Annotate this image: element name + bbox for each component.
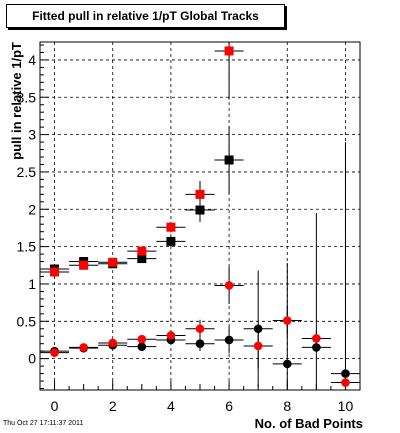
square-point <box>224 46 234 56</box>
data-marks <box>40 42 360 390</box>
x-tick-label: 0 <box>51 398 59 414</box>
circle-point <box>341 378 350 387</box>
y-tick-label: 0 <box>28 351 36 367</box>
y-tick-label: 2.5 <box>17 164 37 180</box>
y-tick-label: 3.5 <box>17 89 37 105</box>
square-point <box>137 254 147 264</box>
circle-point <box>50 348 59 357</box>
circle-point <box>341 369 350 378</box>
tick-labels: 0 2 4 6 8 10 0 0.5 1 1.5 2 2.5 3 3.5 4 <box>17 52 354 414</box>
square-point <box>50 267 60 277</box>
series-3 <box>40 266 360 387</box>
series-1 <box>40 42 244 277</box>
circle-point <box>108 338 118 348</box>
circle-point <box>282 359 292 369</box>
x-tick-label: 8 <box>283 398 291 414</box>
x-axis-label: No. of Bad Points <box>255 416 363 431</box>
circle-point <box>282 316 292 325</box>
circle-point <box>79 343 88 352</box>
circle-point <box>195 324 205 334</box>
circle-point <box>312 334 321 343</box>
circle-point <box>137 334 147 344</box>
x-tick-label: 6 <box>225 398 233 414</box>
square-point <box>108 257 118 267</box>
square-point <box>195 205 205 215</box>
y-tick-label: 2 <box>28 201 36 217</box>
circle-point <box>224 281 234 290</box>
x-tick-label: 4 <box>167 398 175 414</box>
square-point <box>79 260 89 270</box>
y-tick-label: 1.5 <box>17 239 37 255</box>
square-point <box>195 189 205 199</box>
circle-point <box>166 331 176 340</box>
circle-point <box>253 341 263 351</box>
y-tick-label: 4 <box>28 52 36 68</box>
chart-title-box: Fitted pull in relative 1/pT Global Trac… <box>6 4 285 28</box>
circle-point <box>137 342 147 351</box>
square-point <box>137 246 147 256</box>
y-axis-label: pull in relative 1/pT <box>9 42 24 160</box>
y-tick-label: 0.5 <box>17 313 37 329</box>
square-point <box>166 236 176 246</box>
circle-point <box>224 335 234 345</box>
circle-point <box>195 339 205 348</box>
x-tick-label: 10 <box>338 398 354 414</box>
timestamp: Thu Oct 27 17:11:37 2011 <box>3 420 84 427</box>
square-point <box>166 222 176 232</box>
circle-point <box>312 343 321 352</box>
y-tick-label: 1 <box>28 276 36 292</box>
x-tick-label: 2 <box>109 398 117 414</box>
y-tick-label: 3 <box>28 127 36 143</box>
chart-title: Fitted pull in relative 1/pT Global Trac… <box>32 9 259 23</box>
square-point <box>224 155 234 165</box>
